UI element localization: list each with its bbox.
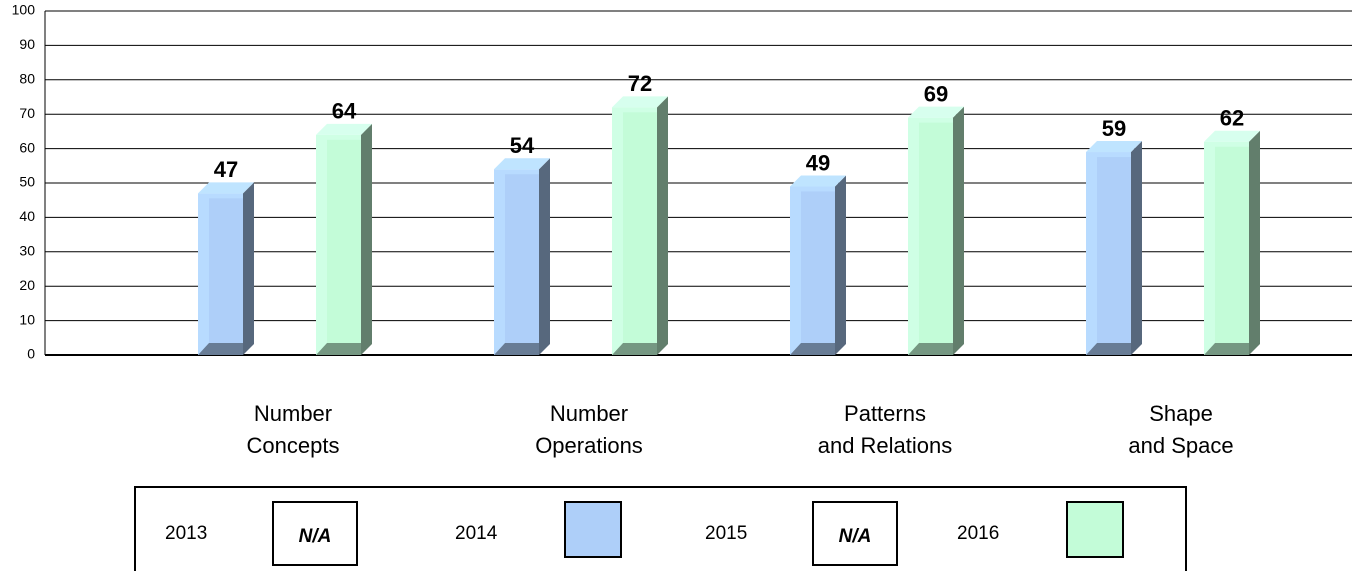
- bar-top: [612, 96, 668, 108]
- data-label: 47: [214, 157, 238, 182]
- bar-top: [790, 175, 846, 187]
- bar-base: [316, 343, 361, 355]
- legend-label: 2016: [957, 523, 999, 544]
- bar-top: [1204, 130, 1260, 142]
- bar-side: [539, 158, 550, 355]
- bar-side: [1131, 141, 1142, 355]
- bar-top: [198, 182, 254, 194]
- y-tick-label: 90: [19, 36, 35, 52]
- bar-side: [835, 175, 846, 355]
- legend-box: [134, 486, 1187, 571]
- bar-base: [494, 343, 539, 355]
- legend-swatch-label: N/A: [839, 526, 872, 547]
- legend-label: 2015: [705, 523, 747, 544]
- data-label: 59: [1102, 116, 1126, 141]
- y-tick-label: 100: [12, 2, 36, 18]
- y-tick-label: 40: [19, 208, 35, 224]
- y-tick-label: 70: [19, 105, 35, 121]
- legend-label: 2014: [455, 523, 498, 544]
- bar-top: [316, 123, 372, 135]
- y-tick-label: 0: [27, 346, 35, 362]
- y-tick-label: 20: [19, 277, 35, 293]
- bar: [612, 96, 668, 355]
- bar-base: [790, 343, 835, 355]
- y-tick-label: 60: [19, 139, 35, 155]
- data-label: 64: [332, 99, 357, 124]
- legend-swatch: [564, 501, 622, 558]
- bar-side: [1249, 130, 1260, 355]
- bar-side: [657, 96, 668, 355]
- bar-side: [953, 106, 964, 355]
- legend-swatch: [272, 501, 358, 566]
- legend-swatch-label: N/A: [299, 526, 332, 547]
- data-label: 72: [628, 71, 652, 96]
- data-label: 62: [1220, 106, 1244, 131]
- x-tick-label: Number Concepts: [246, 401, 340, 458]
- bar-front-inner: [1097, 157, 1131, 343]
- bar-side: [243, 182, 254, 355]
- bar: [790, 175, 846, 355]
- data-label: 49: [806, 150, 830, 175]
- bar: [1204, 130, 1260, 355]
- bar-front-inner: [327, 139, 361, 343]
- y-tick-label: 10: [19, 311, 35, 327]
- y-tick-label: 80: [19, 71, 35, 87]
- bar-base: [1086, 343, 1131, 355]
- x-tick-label: Shape and Space: [1128, 401, 1234, 458]
- bar-base: [198, 343, 243, 355]
- data-label: 54: [510, 133, 535, 158]
- bar-top: [494, 158, 550, 170]
- bar: [316, 123, 372, 355]
- data-label: 69: [924, 81, 948, 106]
- bar-side: [361, 123, 372, 355]
- bar-front-inner: [209, 198, 243, 343]
- x-tick-label: Number Operations: [535, 401, 643, 458]
- bar-front-inner: [505, 174, 539, 343]
- bar-front-inner: [801, 191, 835, 343]
- legend-label: 2013: [165, 523, 207, 544]
- bar-top: [908, 106, 964, 118]
- bar: [198, 182, 254, 355]
- legend-swatch: [812, 501, 898, 566]
- legend-swatch: [1066, 501, 1124, 558]
- bar-front-inner: [1215, 146, 1249, 343]
- x-tick-label: Patterns and Relations: [817, 401, 953, 458]
- bar: [494, 158, 550, 355]
- bar-top: [1086, 141, 1142, 153]
- bar-front-inner: [919, 122, 953, 343]
- bar: [1086, 141, 1142, 355]
- bar-base: [1204, 343, 1249, 355]
- y-tick-label: 50: [19, 174, 35, 190]
- bar-base: [612, 343, 657, 355]
- y-tick-label: 30: [19, 243, 35, 259]
- bar: [908, 106, 964, 355]
- bar-front-inner: [623, 112, 657, 343]
- bar-base: [908, 343, 953, 355]
